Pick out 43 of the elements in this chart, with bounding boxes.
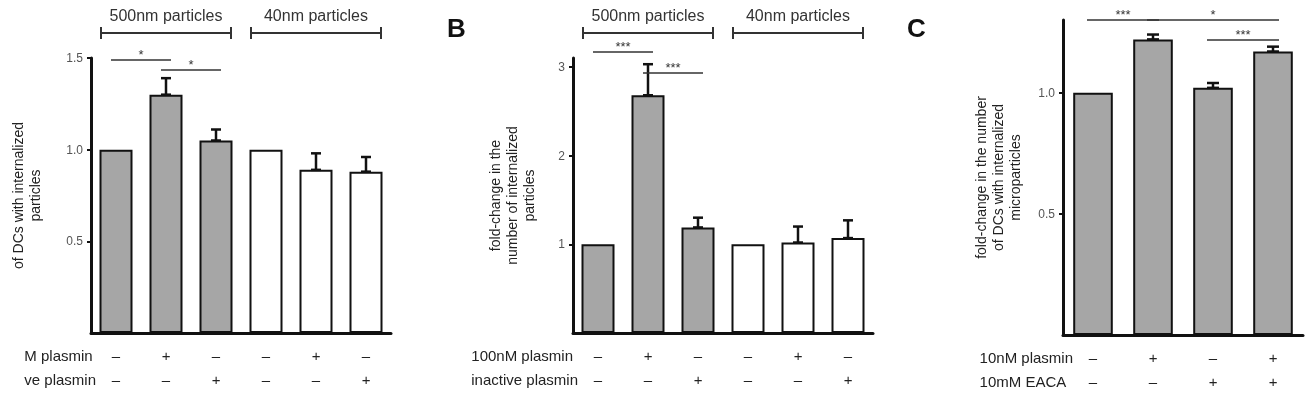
annotation: *** <box>1115 7 1131 22</box>
x-tick-label: + – <box>161 346 171 388</box>
x-tick-label: + + <box>1268 348 1278 390</box>
y-axis-title: fold-change in the number of internalized particles <box>486 126 537 265</box>
x-tick-label: – + <box>211 346 221 388</box>
annotation: * <box>188 57 194 72</box>
x-tick-label: – – <box>593 346 603 388</box>
chart-title: C <box>907 13 926 43</box>
y-axis-title: of DCs with internalized particles <box>9 121 43 270</box>
annotation: *** <box>665 60 681 75</box>
x-tick-label: – + <box>693 346 703 388</box>
y-tick-label: 1.0 <box>1038 85 1056 100</box>
x-tick-label: – – <box>1088 348 1098 390</box>
x-tick-label: – + <box>361 346 371 388</box>
text: 40nm particles <box>263 7 369 24</box>
chart-title: B <box>447 13 466 43</box>
x-tick-label: + – <box>1148 348 1158 390</box>
x-axis-title: 10nM plasmin 10mM EACA <box>979 348 1074 390</box>
y-tick-label: 1.0 <box>66 142 84 157</box>
x-tick-label: – – <box>261 346 271 388</box>
annotation: *** <box>1235 27 1251 42</box>
y-tick-label: 2 <box>558 148 566 163</box>
x-tick-label: – – <box>111 346 121 388</box>
y-tick-label: 3 <box>558 59 566 74</box>
x-axis-title: 100nM plasmin inactive plasmin <box>471 346 578 388</box>
y-axis-title: fold-change in the number of DCs with internalized microparticles <box>972 95 1023 259</box>
text: 500nm particles <box>109 7 223 24</box>
y-tick-label: 0.5 <box>1038 206 1056 221</box>
text: 40nm particles <box>745 7 851 24</box>
x-tick-label: + – <box>793 346 803 388</box>
x-tick-label: + – <box>311 346 321 388</box>
x-tick-label: – + <box>843 346 853 388</box>
text: 500nm particles <box>591 7 705 24</box>
y-tick-label: 1 <box>558 237 566 252</box>
y-tick-label: 0.5 <box>66 234 84 249</box>
y-tick-label: 1.5 <box>66 51 84 65</box>
x-axis-title: M plasmin ve plasmin <box>24 346 97 388</box>
annotation: * <box>1210 7 1216 22</box>
x-tick-label: – – <box>743 346 753 388</box>
x-tick-label: + – <box>643 346 653 388</box>
x-tick-label: – + <box>1208 348 1218 390</box>
text: *** <box>615 39 631 54</box>
annotation: * <box>138 47 144 62</box>
